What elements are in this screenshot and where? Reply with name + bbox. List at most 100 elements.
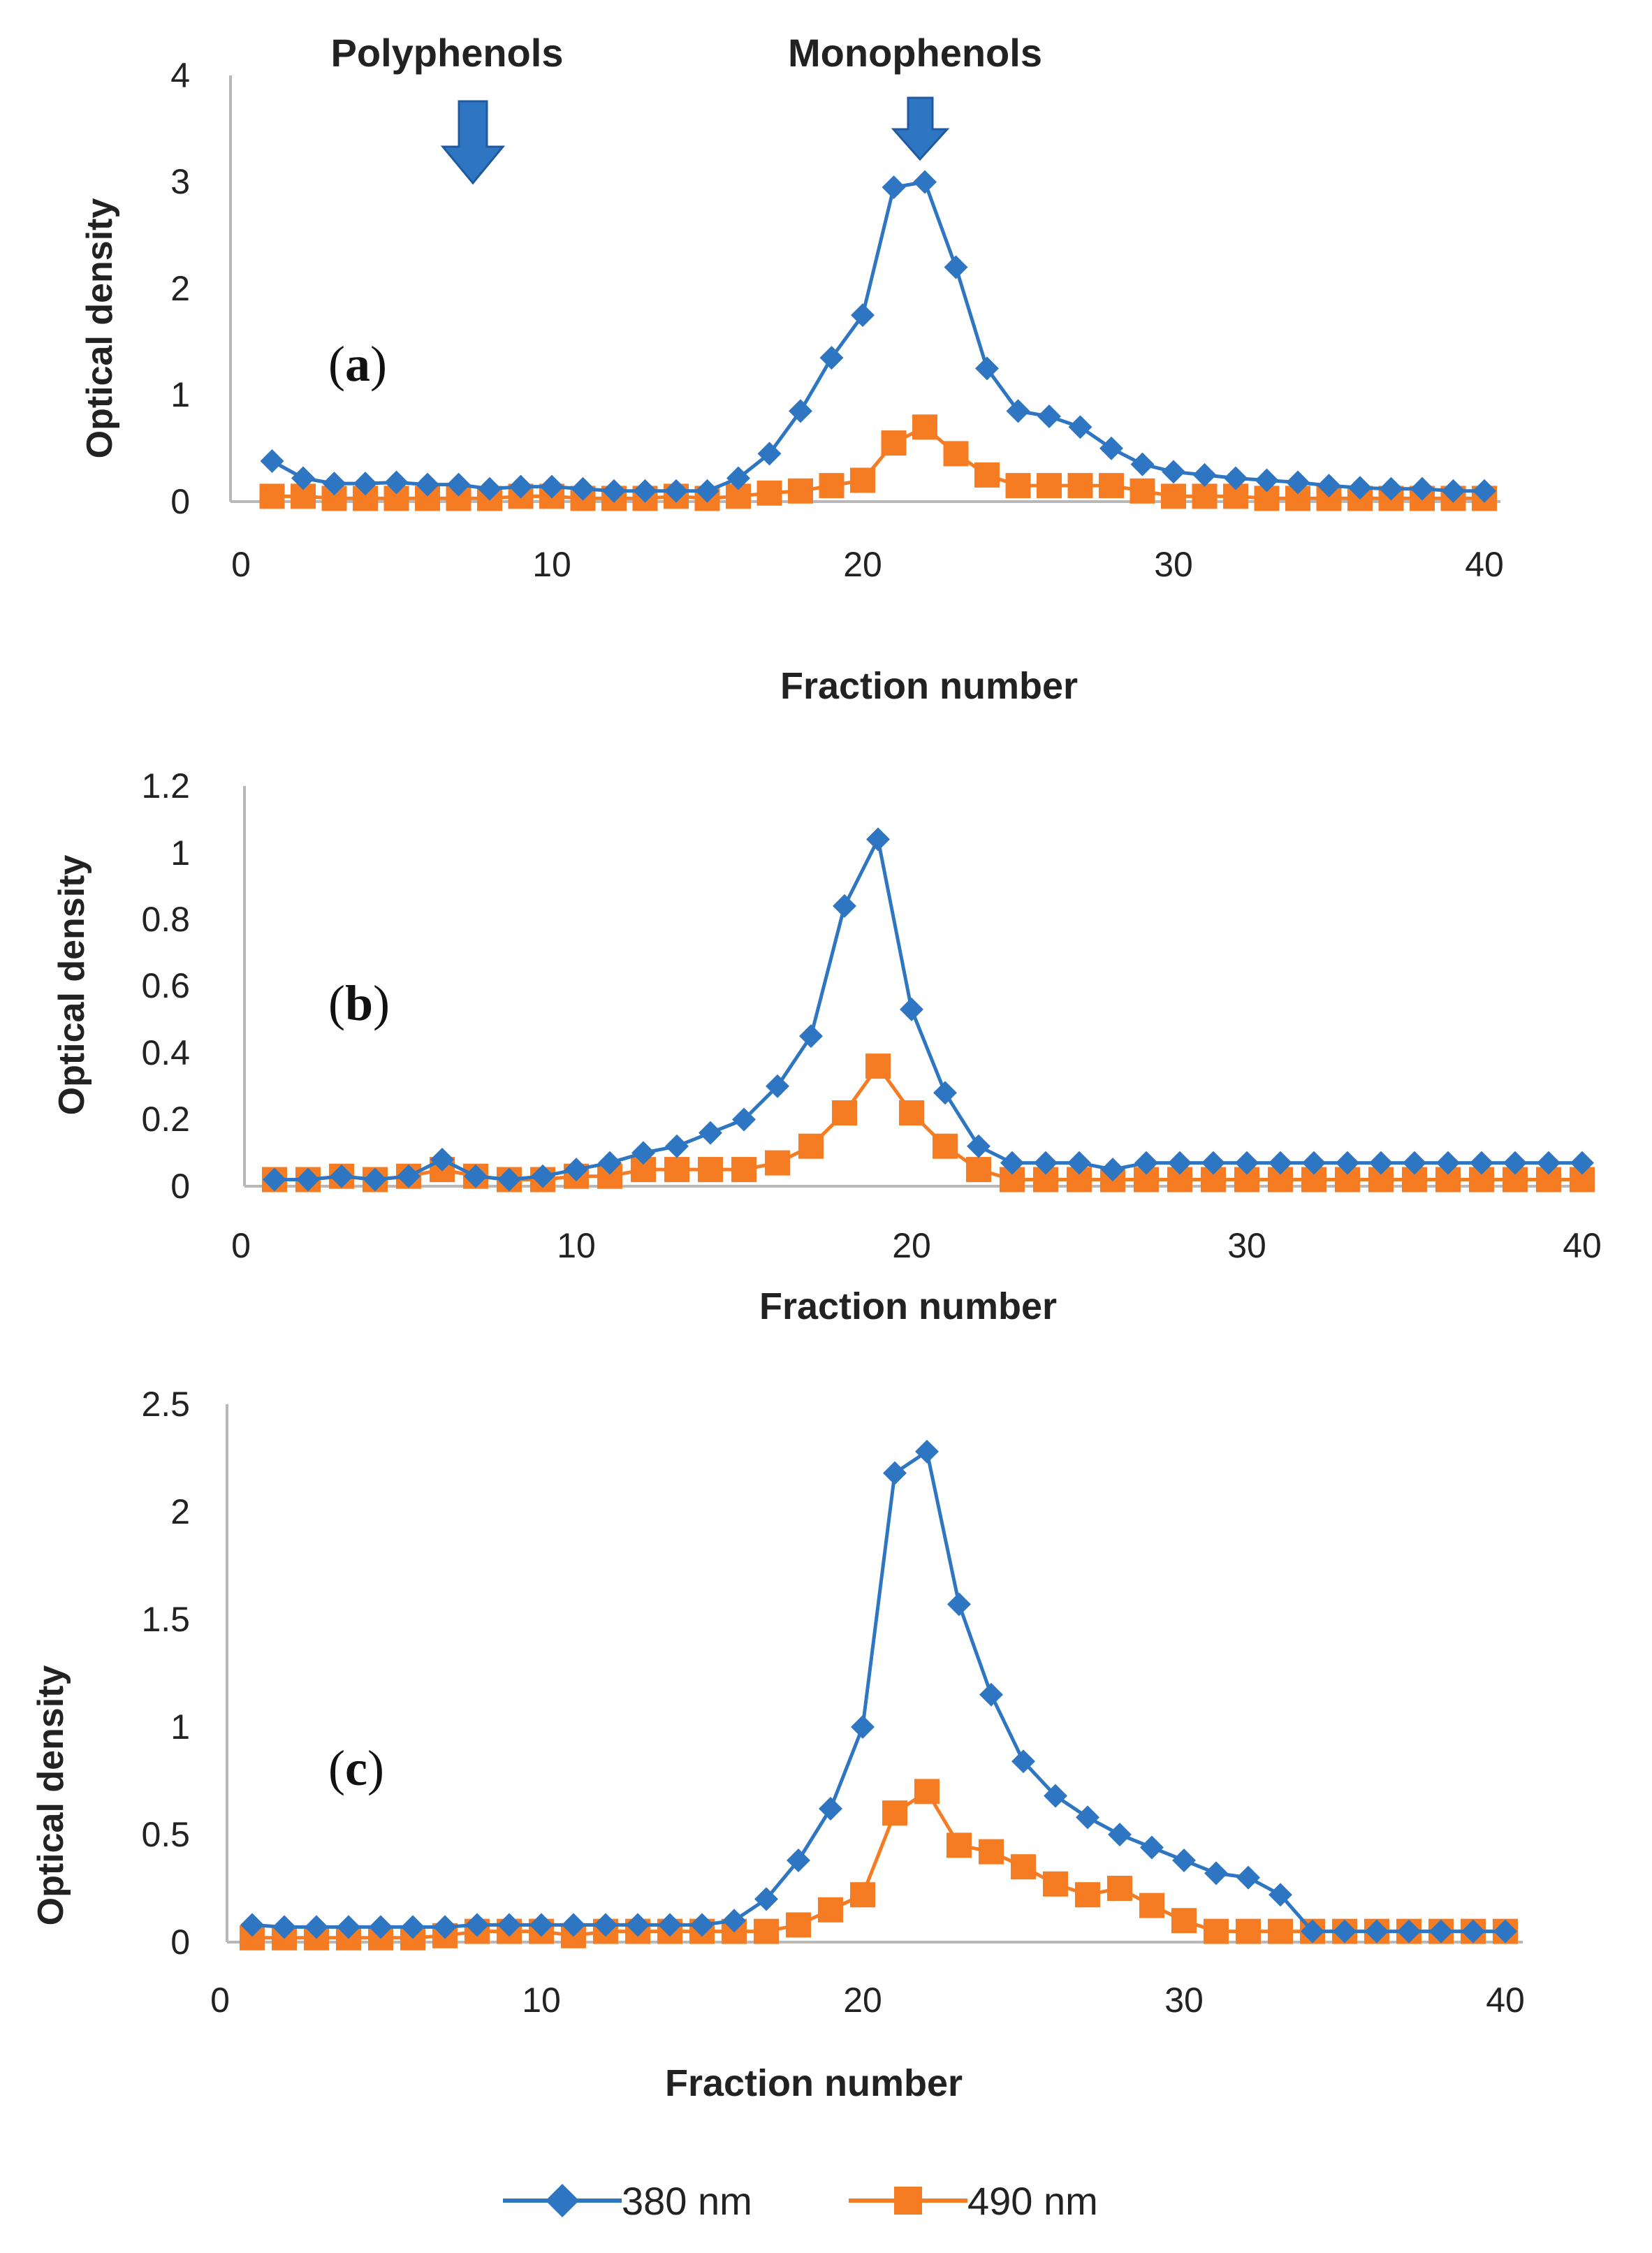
data-point-490nm — [832, 1100, 857, 1125]
data-point-380nm — [915, 1439, 939, 1464]
x-tick-label: 10 — [532, 545, 571, 584]
data-point-380nm — [353, 472, 377, 496]
data-point-380nm — [1068, 415, 1092, 439]
data-point-490nm — [943, 441, 969, 467]
x-tick-label: 30 — [1154, 545, 1193, 584]
data-point-380nm — [665, 1134, 689, 1158]
y-tick-label: 0.5 — [141, 1815, 190, 1854]
data-point-380nm — [833, 894, 856, 918]
series-line-380nm — [251, 1450, 1505, 1934]
data-point-380nm — [1317, 474, 1341, 498]
data-point-380nm — [416, 472, 439, 497]
data-point-490nm — [899, 1100, 924, 1125]
y-tick-label: 0 — [170, 1167, 190, 1206]
data-point-380nm — [695, 479, 719, 503]
x-tick-label: 0 — [210, 1981, 230, 2020]
data-point-380nm — [883, 1461, 907, 1485]
series-line-490nm — [272, 425, 1484, 500]
data-point-380nm — [1235, 1151, 1259, 1175]
data-point-490nm — [1268, 1918, 1293, 1944]
y-tick-label: 0.8 — [141, 900, 190, 939]
square-marker-icon — [894, 2187, 922, 2215]
data-point-380nm — [446, 472, 471, 497]
data-point-490nm — [786, 1912, 811, 1938]
x-tick-label: 0 — [231, 1226, 251, 1265]
down-arrow-icon — [891, 96, 950, 161]
data-point-380nm — [1333, 1919, 1357, 1944]
data-point-380nm — [384, 470, 409, 495]
data-point-380nm — [766, 1074, 789, 1098]
y-tick-label: 4 — [170, 56, 190, 95]
data-point-380nm — [699, 1121, 722, 1145]
data-point-490nm — [865, 1053, 891, 1079]
data-point-490nm — [1107, 1876, 1132, 1901]
data-point-380nm — [1044, 1784, 1067, 1808]
data-point-490nm — [664, 1157, 689, 1183]
data-point-380nm — [1011, 1749, 1035, 1774]
data-point-380nm — [1470, 1151, 1493, 1175]
data-point-380nm — [757, 442, 782, 466]
data-point-380nm — [330, 1164, 353, 1188]
data-point-380nm — [722, 1909, 746, 1933]
data-point-380nm — [1162, 460, 1185, 484]
y-tick-label: 2 — [170, 1492, 190, 1531]
data-point-490nm — [882, 1800, 907, 1826]
x-tick-label: 30 — [1164, 1981, 1204, 2020]
data-point-380nm — [571, 476, 595, 501]
data-point-380nm — [900, 997, 923, 1021]
data-point-490nm — [1192, 483, 1218, 509]
data-point-490nm — [1130, 478, 1155, 504]
data-point-380nm — [967, 1134, 991, 1158]
data-point-380nm — [1429, 1919, 1453, 1944]
y-tick-label: 1 — [170, 833, 190, 873]
y-tick-label: 1.5 — [141, 1600, 190, 1639]
data-point-380nm — [1493, 1919, 1517, 1944]
data-point-380nm — [291, 466, 315, 490]
series-line-380nm — [271, 180, 1484, 493]
annotation-monophenols: Monophenols — [788, 31, 1042, 75]
data-point-380nm — [1379, 476, 1403, 501]
x-axis-label: Fraction number — [665, 2062, 963, 2104]
data-point-380nm — [1365, 1919, 1389, 1944]
data-point-380nm — [1461, 1919, 1485, 1944]
data-point-490nm — [698, 1157, 723, 1183]
data-point-380nm — [819, 346, 844, 370]
data-point-380nm — [430, 1147, 454, 1172]
data-point-380nm — [1255, 468, 1279, 493]
y-tick-label: 1 — [170, 1707, 190, 1747]
data-point-380nm — [732, 1107, 756, 1132]
data-point-380nm — [866, 827, 890, 852]
legend-label: 490 nm — [967, 2179, 1098, 2223]
data-point-380nm — [1302, 1151, 1326, 1175]
data-point-380nm — [497, 1167, 521, 1192]
data-point-380nm — [851, 1715, 875, 1739]
data-point-380nm — [363, 1167, 387, 1192]
data-point-380nm — [979, 1682, 1003, 1707]
data-point-490nm — [1011, 1854, 1036, 1880]
data-point-380nm — [1224, 466, 1248, 490]
data-point-380nm — [1099, 436, 1123, 460]
data-point-380nm — [478, 476, 502, 501]
x-tick-label: 10 — [522, 1981, 561, 2020]
x-tick-label: 10 — [557, 1226, 596, 1265]
data-point-380nm — [1269, 1151, 1292, 1175]
data-point-490nm — [1139, 1893, 1164, 1918]
y-tick-label: 3 — [170, 162, 190, 201]
data-point-380nm — [944, 255, 968, 279]
y-tick-label: 2.5 — [141, 1385, 190, 1424]
data-point-490nm — [933, 1133, 958, 1159]
data-point-380nm — [1037, 404, 1061, 428]
data-point-380nm — [1301, 1919, 1324, 1944]
data-point-380nm — [947, 1592, 971, 1617]
data-point-490nm — [850, 467, 875, 493]
data-point-380nm — [263, 1167, 286, 1192]
data-point-380nm — [1067, 1151, 1091, 1175]
legend-item-380nm: 380 nm — [503, 2179, 752, 2223]
data-point-380nm — [799, 1024, 823, 1049]
data-point-380nm — [1130, 452, 1155, 476]
data-point-380nm — [464, 1164, 488, 1188]
plot-area — [262, 827, 1595, 1193]
panel-b-chart: Optical density Fraction number (b) 0 0.… — [52, 766, 1602, 1327]
y-axis-label: Optical density — [80, 198, 120, 459]
data-point-380nm — [602, 479, 626, 503]
